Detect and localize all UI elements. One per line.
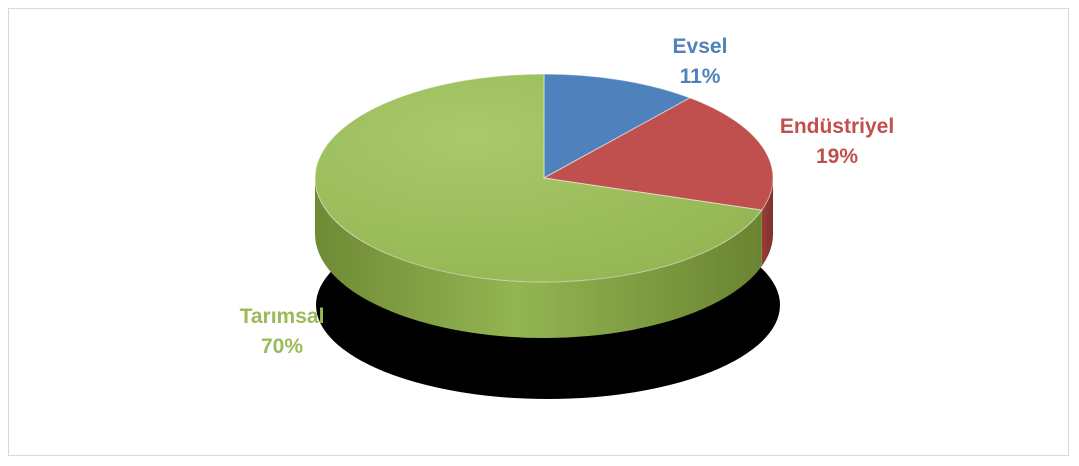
- pie-slice-evsel: [543, 73, 692, 179]
- pie-slice-tar-msal: [314, 73, 763, 283]
- slice-label-value: 11%: [679, 65, 721, 88]
- slice-label-value: 70%: [260, 335, 304, 358]
- slice-label-evsel: Evsel 11%: [655, 32, 745, 92]
- slice-label-endustriyel: Endüstriyel 19%: [762, 112, 912, 172]
- pie-slice-end-striyel: [542, 97, 774, 211]
- slice-label-tarimsal: Tarımsal 70%: [222, 302, 342, 362]
- slice-label-name: Endüstriyel: [779, 115, 895, 138]
- pie-slice-side-tar-msal: [315, 178, 762, 338]
- pie-slice-side-end-striyel: [761, 178, 773, 267]
- slice-label-name: Evsel: [672, 35, 728, 58]
- slice-label-name: Tarımsal: [239, 305, 325, 328]
- slice-label-value: 19%: [815, 145, 859, 168]
